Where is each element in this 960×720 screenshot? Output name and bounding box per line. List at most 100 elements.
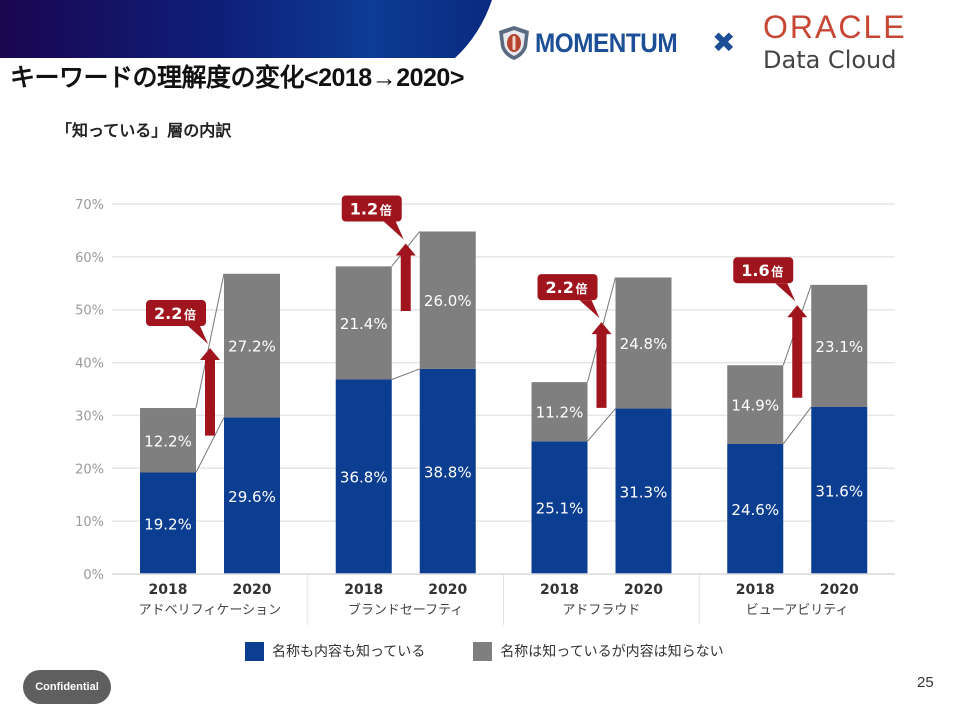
x-tick-label: 2018 (149, 582, 188, 598)
bar-segment-known-both (531, 441, 588, 574)
y-tick-label: 30% (75, 409, 104, 424)
bar-segment-known-name-only (140, 408, 196, 473)
bar-segment-known-name-only (727, 365, 784, 444)
callout-pointer (775, 283, 796, 302)
y-tick-label: 70% (75, 198, 104, 213)
connector-line (587, 408, 616, 442)
growth-arrow-icon (200, 348, 220, 436)
callout-multiplier: 1.2 (350, 199, 378, 218)
data-label: 26.0% (424, 292, 472, 310)
bar-segment-known-both (335, 379, 392, 574)
callout-box (146, 300, 206, 327)
callout-multiplier: 2.2 (154, 304, 182, 323)
group-label: ブランドセーフティ (348, 602, 463, 618)
data-label: 24.6% (731, 501, 779, 519)
callout-box (537, 274, 598, 301)
connector-line (195, 273, 225, 409)
data-label: 36.8% (340, 469, 388, 487)
x-tick-label: 2020 (233, 582, 272, 598)
callout-multiplier: 1.6 (741, 261, 769, 280)
chart-title: 「知っている」層の内訳 (56, 121, 232, 140)
legend-item-known-name-only: 名称は知っているが内容は知らない (473, 641, 724, 661)
y-tick-label: 50% (75, 304, 104, 319)
callout-pointer (188, 326, 208, 345)
multiplier-callout: 2.2 倍 (537, 274, 600, 319)
header-band (0, 0, 960, 60)
shield-icon (499, 26, 529, 60)
legend-item-known-both: 名称も内容も知っている (245, 641, 425, 661)
legend-label: 名称も内容も知っている (272, 644, 426, 660)
x-tick-label: 2020 (624, 582, 663, 598)
data-label: 24.8% (620, 335, 668, 353)
callout-unit: 倍 (771, 264, 783, 279)
multiplier-callout: 1.2 倍 (341, 195, 404, 240)
legend-label: 名称は知っているが内容は知らない (500, 644, 724, 660)
bar-segment-known-both (140, 472, 196, 574)
bar-segment-known-name-only (335, 266, 392, 380)
connector-line (391, 368, 420, 380)
x-tick-label: 2020 (820, 582, 859, 598)
data-label: 23.1% (815, 338, 863, 356)
bar-segment-known-both (615, 408, 672, 574)
bar-segment-known-name-only (615, 277, 672, 409)
bar-segment-known-both (727, 443, 784, 574)
header-background (0, 0, 492, 58)
growth-arrow-icon (787, 305, 808, 398)
bar-segment-known-name-only (531, 382, 588, 442)
bar-segment-known-name-only (224, 273, 280, 418)
growth-arrow-icon (591, 322, 612, 408)
x-tick-label: 2018 (540, 582, 579, 598)
y-tick-label: 40% (75, 357, 104, 372)
data-label: 38.8% (424, 463, 472, 481)
page-number: 25 (917, 674, 934, 691)
momentum-logo: MOMENTUM (497, 25, 693, 61)
connector-line (782, 406, 812, 445)
oracle-logo: ORACLE Data Cloud (763, 10, 907, 74)
data-label: 31.6% (815, 482, 863, 500)
bar-segment-known-both (811, 406, 868, 574)
x-tick-label: 2018 (736, 582, 775, 598)
data-label: 29.6% (228, 488, 276, 506)
bar-segment-known-both (224, 417, 280, 574)
bar-segment-known-name-only (811, 284, 868, 407)
data-label: 25.1% (536, 500, 584, 518)
x-tick-label: 2020 (428, 582, 467, 598)
callout-pointer (579, 300, 600, 319)
slide-title: キーワードの理解度の変化<2018→2020> (10, 64, 464, 92)
callout-box (733, 257, 794, 284)
callout-unit: 倍 (380, 202, 392, 217)
x-tick-label: 2018 (344, 582, 383, 598)
oracle-subtitle: Data Cloud (763, 46, 897, 74)
bar-segment-known-name-only (419, 231, 476, 369)
group-label: ビューアビリティ (746, 603, 849, 618)
callout-multiplier: 2.2 (546, 278, 574, 297)
y-tick-label: 60% (75, 251, 104, 266)
callout-pointer (383, 221, 404, 240)
multiplier-callout: 1.6 倍 (733, 257, 796, 302)
confidential-badge: Confidential (23, 670, 111, 704)
data-label: 11.2% (536, 404, 584, 422)
data-label: 27.2% (228, 338, 276, 356)
data-label: 14.9% (731, 397, 779, 415)
collaboration-x-icon: ✖ (712, 26, 736, 59)
y-tick-label: 20% (75, 462, 104, 477)
momentum-wordmark: MOMENTUM (535, 27, 678, 58)
callout-unit: 倍 (184, 307, 196, 322)
growth-arrow-icon (395, 243, 416, 311)
oracle-wordmark: ORACLE (763, 9, 907, 45)
multiplier-callout: 2.2 倍 (146, 300, 208, 345)
data-label: 21.4% (340, 315, 388, 333)
bar-segment-known-both (419, 368, 476, 574)
y-tick-label: 0% (83, 568, 104, 583)
chart-legend: 名称も内容も知っている 名称は知っているが内容は知らない (245, 641, 724, 661)
data-label: 19.2% (144, 515, 192, 533)
data-label: 31.3% (620, 483, 668, 501)
callout-box (341, 195, 402, 222)
connector-line (195, 417, 225, 473)
y-tick-label: 10% (75, 515, 104, 530)
legend-swatch-gray (473, 641, 493, 661)
group-label: アドフラウド (562, 603, 640, 618)
legend-swatch-blue (245, 641, 264, 661)
callout-unit: 倍 (576, 281, 588, 296)
